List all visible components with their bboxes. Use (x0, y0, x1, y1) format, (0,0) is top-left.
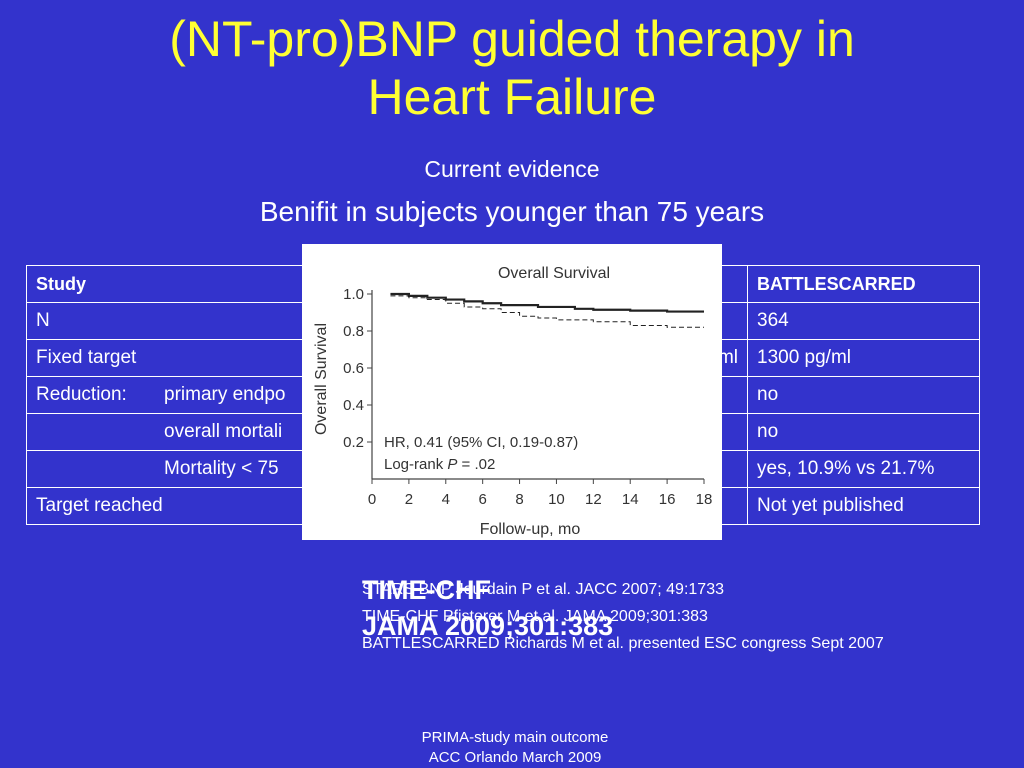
row-sublabel: overall mortali (164, 421, 283, 442)
x-tick-label: 12 (585, 491, 602, 508)
row-sublabel: Mortality < 75 (164, 458, 279, 479)
x-tick-label: 2 (405, 491, 413, 508)
footer-note: PRIMA-study main outcome ACC Orlando Mar… (0, 728, 1024, 768)
header-cell-battlescarred: BATTLESCARRED (747, 265, 980, 303)
row-value: 364 (747, 302, 980, 340)
subtitle: Current evidence (424, 156, 600, 182)
x-tick-label: 0 (368, 491, 376, 508)
x-tick-label: 6 (478, 491, 486, 508)
x-tick-label: 16 (659, 491, 676, 508)
subheading: Benifit in subjects younger than 75 year… (259, 196, 765, 227)
row-label: N (36, 310, 50, 331)
title-line-1: (NT-pro)BNP guided therapy in (169, 11, 855, 67)
row-value: Not yet published (747, 487, 980, 525)
row-label: Reduction: (36, 384, 127, 405)
x-tick-label: 10 (548, 491, 565, 508)
logrank-annotation: Log-rank P = .02 (384, 456, 495, 473)
y-tick-label: 0.6 (343, 360, 364, 377)
references: STARS BNP Jourdain P et al. JACC 2007; 4… (362, 576, 884, 657)
x-tick-label: 4 (442, 491, 450, 508)
header-study-label: Study (36, 273, 87, 294)
survival-chart: Overall Survival Overall Survival Follow… (313, 265, 713, 538)
row-value: no (747, 376, 980, 414)
row-value: yes, 10.9% vs 21.7% (747, 450, 980, 488)
survival-curve-dashed (390, 295, 704, 328)
reference-item: STARS BNP Jourdain P et al. JACC 2007; 4… (362, 581, 724, 598)
y-tick-label: 0.4 (343, 397, 364, 414)
overlay-line-1: TIME-CHF (362, 575, 491, 605)
x-tick-label: 18 (696, 491, 713, 508)
y-axis-label: Overall Survival (313, 323, 330, 435)
y-tick-label: 1.0 (343, 286, 364, 303)
row-label: Target reached (36, 495, 163, 516)
logrank-prefix: Log-rank (384, 456, 447, 473)
logrank-suffix: = .02 (457, 456, 495, 473)
row-sublabel: primary endpo (164, 384, 286, 405)
reference-item: BATTLESCARRED Richards M et al. presente… (362, 635, 884, 652)
survival-figure: Overall Survival Overall Survival Follow… (302, 244, 722, 540)
row-value: no (747, 413, 980, 451)
y-tick-label: 0.8 (343, 323, 364, 340)
study-overlay-label: TIME-CHF JAMA 2009;301:383 (362, 572, 613, 644)
x-axis-label: Follow-up, mo (480, 521, 581, 538)
x-tick-label: 14 (622, 491, 639, 508)
overlay-line-2: JAMA 2009;301:383 (362, 611, 614, 641)
x-tick-label: 8 (515, 491, 523, 508)
row-value: 1300 pg/ml (747, 339, 980, 377)
chart-title: Overall Survival (498, 265, 610, 282)
footer-line-1: PRIMA-study main outcome (421, 729, 609, 746)
survival-curve-solid (390, 292, 704, 313)
reference-item: TIME-CHF Pfisterer M et al. JAMA 2009;30… (362, 608, 708, 625)
row-label: Fixed target (36, 347, 137, 368)
slide-title: (NT-pro)BNP guided therapy in Heart Fail… (0, 10, 1024, 126)
hr-annotation: HR, 0.41 (95% CI, 0.19-0.87) (384, 434, 578, 451)
footer-line-2: ACC Orlando March 2009 (428, 749, 602, 766)
logrank-p: P (447, 456, 457, 473)
y-tick-label: 0.2 (343, 434, 364, 451)
title-line-2: Heart Failure (367, 69, 657, 125)
